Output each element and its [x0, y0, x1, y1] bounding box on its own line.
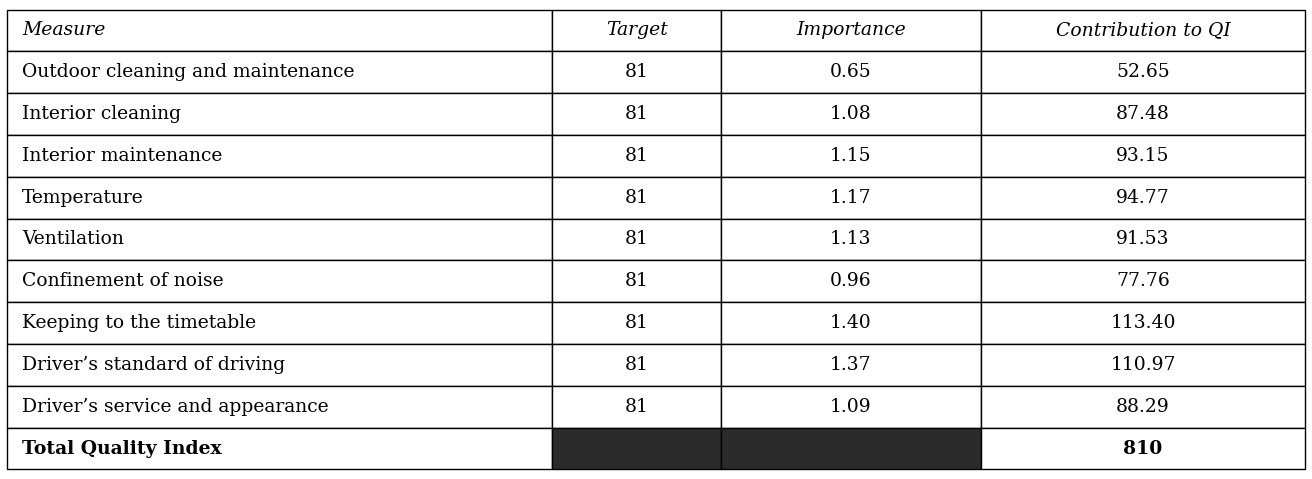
Text: 1.37: 1.37 [830, 356, 871, 374]
Text: 81: 81 [625, 147, 648, 165]
Bar [980, 10, 1305, 51]
Text: 1.13: 1.13 [830, 230, 871, 249]
Bar [980, 344, 1305, 386]
Text: Total Quality Index: Total Quality Index [22, 440, 222, 457]
Bar [7, 10, 552, 51]
Text: 0.96: 0.96 [830, 272, 871, 290]
Text: Ventilation: Ventilation [22, 230, 125, 249]
Text: Contribution to QI: Contribution to QI [1056, 22, 1231, 39]
Text: Interior cleaning: Interior cleaning [22, 105, 181, 123]
Text: 1.17: 1.17 [830, 189, 871, 207]
Text: Interior maintenance: Interior maintenance [22, 147, 223, 165]
Bar [980, 177, 1305, 218]
Text: 1.08: 1.08 [830, 105, 871, 123]
Text: 81: 81 [625, 63, 648, 81]
Text: 1.40: 1.40 [830, 314, 871, 332]
Bar [722, 10, 981, 51]
Text: 87.48: 87.48 [1117, 105, 1170, 123]
Bar [722, 261, 981, 302]
Text: 81: 81 [625, 314, 648, 332]
Text: Outdoor cleaning and maintenance: Outdoor cleaning and maintenance [22, 63, 354, 81]
Bar [552, 93, 722, 135]
Bar [722, 344, 981, 386]
Text: Temperature: Temperature [22, 189, 144, 207]
Text: Driver’s standard of driving: Driver’s standard of driving [22, 356, 286, 374]
Text: 94.77: 94.77 [1117, 189, 1170, 207]
Text: 0.65: 0.65 [830, 63, 871, 81]
Bar [552, 386, 722, 428]
Bar [552, 218, 722, 261]
Bar [552, 135, 722, 177]
Text: Keeping to the timetable: Keeping to the timetable [22, 314, 256, 332]
Bar [552, 261, 722, 302]
Bar [7, 344, 552, 386]
Bar [552, 51, 722, 93]
Text: 81: 81 [625, 105, 648, 123]
Bar [980, 135, 1305, 177]
Bar [980, 302, 1305, 344]
Bar [7, 261, 552, 302]
Bar [980, 93, 1305, 135]
Bar [7, 51, 552, 93]
Bar [722, 135, 981, 177]
Text: Measure: Measure [22, 22, 106, 39]
Text: 81: 81 [625, 398, 648, 416]
Text: Importance: Importance [796, 22, 905, 39]
Bar [552, 302, 722, 344]
Bar [552, 177, 722, 218]
Text: 81: 81 [625, 356, 648, 374]
Text: 52.65: 52.65 [1117, 63, 1170, 81]
Text: Confinement of noise: Confinement of noise [22, 272, 224, 290]
Text: 110.97: 110.97 [1110, 356, 1176, 374]
Bar [722, 93, 981, 135]
Bar [980, 218, 1305, 261]
Bar [722, 386, 981, 428]
Text: 113.40: 113.40 [1110, 314, 1176, 332]
Text: 77.76: 77.76 [1117, 272, 1170, 290]
Bar [7, 93, 552, 135]
Bar [980, 386, 1305, 428]
Bar [7, 302, 552, 344]
Bar [7, 218, 552, 261]
Bar [552, 428, 722, 469]
Text: 81: 81 [625, 272, 648, 290]
Bar [7, 386, 552, 428]
Bar [7, 135, 552, 177]
Bar [980, 51, 1305, 93]
Bar [722, 51, 981, 93]
Bar [980, 428, 1305, 469]
Text: 81: 81 [625, 230, 648, 249]
Bar [722, 218, 981, 261]
Text: 1.15: 1.15 [830, 147, 871, 165]
Text: Target: Target [606, 22, 668, 39]
Text: 93.15: 93.15 [1117, 147, 1170, 165]
Text: Driver’s service and appearance: Driver’s service and appearance [22, 398, 329, 416]
Bar [552, 344, 722, 386]
Text: 88.29: 88.29 [1117, 398, 1170, 416]
Bar [980, 261, 1305, 302]
Bar [722, 302, 981, 344]
Bar [722, 177, 981, 218]
Bar [7, 428, 552, 469]
Text: 91.53: 91.53 [1117, 230, 1170, 249]
Text: 810: 810 [1123, 440, 1162, 457]
Text: 1.09: 1.09 [830, 398, 871, 416]
Text: 81: 81 [625, 189, 648, 207]
Bar [552, 10, 722, 51]
Bar [722, 428, 981, 469]
Bar [7, 177, 552, 218]
